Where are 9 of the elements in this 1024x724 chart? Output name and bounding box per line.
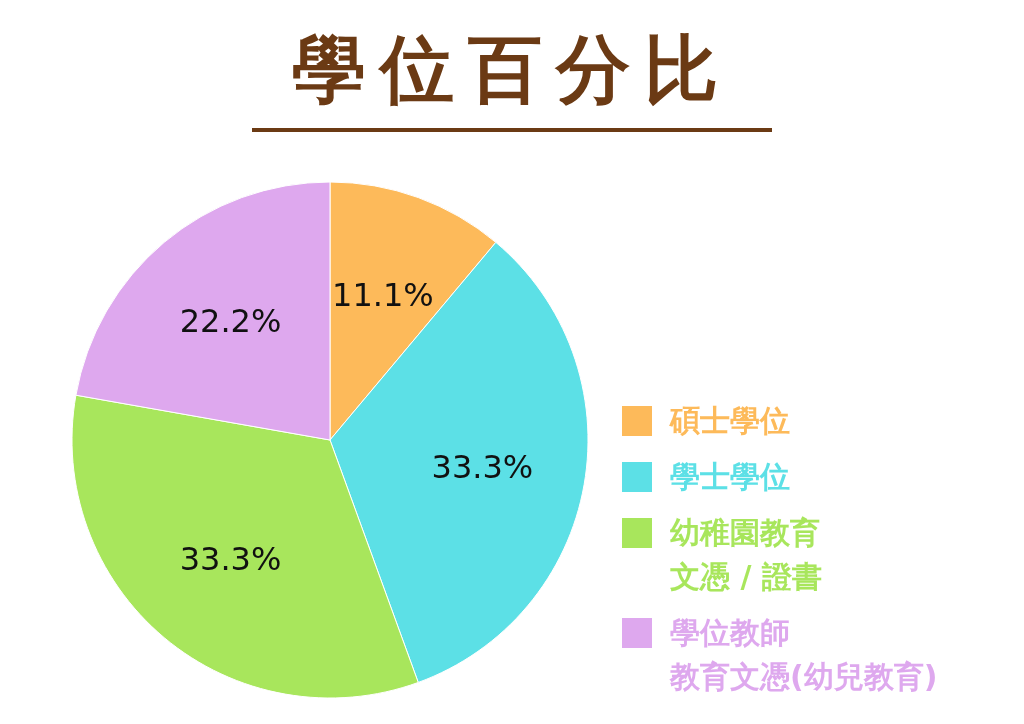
data-label: 33.3%: [431, 447, 534, 486]
legend-label: 碩士學位: [669, 402, 790, 438]
legend-label: 幼稚園教育文憑 / 證書: [670, 514, 822, 594]
legend-label: 學位教師教育文憑(幼兒教育): [669, 614, 938, 694]
data-label: 33.3%: [179, 539, 282, 578]
chart-title: 學位百分比: [292, 26, 732, 112]
data-label: 11.1%: [332, 275, 434, 314]
legend-label: 學士學位: [670, 458, 790, 494]
data-label: 22.2%: [179, 302, 282, 341]
